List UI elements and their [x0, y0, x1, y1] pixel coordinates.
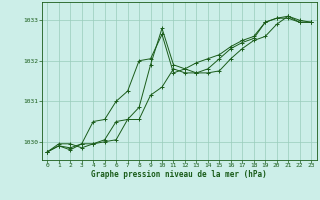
X-axis label: Graphe pression niveau de la mer (hPa): Graphe pression niveau de la mer (hPa) [91, 170, 267, 179]
